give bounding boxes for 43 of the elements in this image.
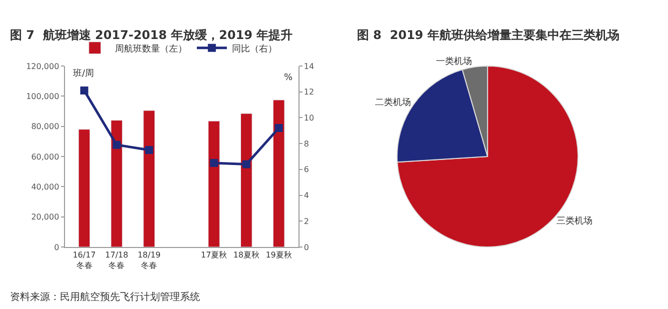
x-tick-label: 16/17冬春 <box>72 250 96 270</box>
bar <box>110 120 123 247</box>
point <box>274 124 283 132</box>
y-tick-label: 80,000 <box>31 122 60 132</box>
y-tick-label: 120,000 <box>26 62 60 71</box>
bar <box>208 120 220 247</box>
legend-label: 同比（右） <box>232 43 277 54</box>
point <box>112 140 121 149</box>
y-tick-label: 60,000 <box>31 152 60 162</box>
x-tick-label: 19夏秋 <box>266 250 292 260</box>
slice-label: 一类机场 <box>436 56 472 68</box>
legend-label: 周航班数量（左） <box>114 43 187 54</box>
point <box>80 86 88 95</box>
y2-tick-label: 14 <box>304 62 314 71</box>
y2-tick-label: 2 <box>304 216 309 226</box>
y2-tick-label: 12 <box>304 88 314 97</box>
x-tick-label: 18/19冬春 <box>138 250 161 270</box>
y-tick-label: 0 <box>54 242 60 252</box>
chart-title: 图 7 航班增速 2017-2018 年放缓，2019 年提升 <box>10 28 293 42</box>
slice-label: 三类机场 <box>556 216 592 227</box>
slice-label: 二类机场 <box>374 97 411 108</box>
x-tick-label: 18夏秋 <box>233 250 260 260</box>
point <box>145 146 154 154</box>
bar <box>143 110 156 247</box>
bar <box>240 113 252 247</box>
x-tick-label: 17/18冬春 <box>105 250 128 270</box>
y-axis-title: 班/周 <box>73 68 94 79</box>
text: 资料来源：民用航空预先飞行计划管理系统 <box>10 291 200 303</box>
y2-tick-label: 6 <box>304 165 309 174</box>
y2-tick-label: 4 <box>304 191 309 200</box>
y2-tick-label: 10 <box>304 114 314 123</box>
x-tick-label: 17夏秋 <box>200 250 228 260</box>
point <box>242 160 250 168</box>
y2-tick-label: 0 <box>304 242 309 252</box>
y-tick-label: 20,000 <box>31 212 60 222</box>
y2-axis-title: % <box>284 73 293 83</box>
y-tick-label: 100,000 <box>26 92 60 101</box>
point <box>210 158 218 167</box>
y2-tick-label: 8 <box>304 139 309 148</box>
y-tick-label: 40,000 <box>31 182 60 192</box>
bar <box>78 129 90 247</box>
bar <box>272 100 285 247</box>
chart-title: 图 8 2019 年航班供给增量主要集中在三类机场 <box>357 28 620 42</box>
